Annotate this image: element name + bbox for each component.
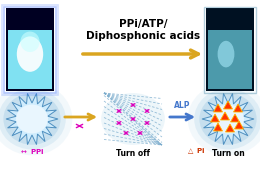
- Text: Diphosphonic acids: Diphosphonic acids: [86, 31, 200, 41]
- Polygon shape: [213, 104, 223, 112]
- Text: $\leftrightarrow$ PPi: $\leftrightarrow$ PPi: [20, 146, 45, 156]
- Ellipse shape: [188, 83, 260, 155]
- Ellipse shape: [20, 32, 40, 52]
- Ellipse shape: [0, 89, 66, 149]
- Ellipse shape: [218, 41, 235, 67]
- Bar: [206, 8, 254, 16]
- Polygon shape: [213, 123, 223, 131]
- FancyBboxPatch shape: [8, 30, 52, 89]
- Ellipse shape: [17, 36, 43, 72]
- Text: Turn off: Turn off: [116, 149, 150, 157]
- Ellipse shape: [194, 89, 260, 149]
- Polygon shape: [225, 124, 235, 132]
- Polygon shape: [233, 104, 243, 112]
- Ellipse shape: [101, 93, 165, 145]
- FancyBboxPatch shape: [208, 30, 252, 89]
- Polygon shape: [211, 114, 219, 122]
- FancyBboxPatch shape: [206, 9, 254, 91]
- Ellipse shape: [212, 105, 244, 133]
- Polygon shape: [6, 93, 58, 145]
- Text: Turn on: Turn on: [212, 149, 244, 157]
- Ellipse shape: [3, 93, 61, 145]
- Bar: [6, 8, 54, 16]
- Text: PPi/ATP/: PPi/ATP/: [119, 19, 167, 29]
- Polygon shape: [224, 101, 232, 109]
- Polygon shape: [202, 93, 254, 145]
- Ellipse shape: [0, 83, 72, 155]
- Text: $\triangle$ Pi: $\triangle$ Pi: [186, 146, 206, 156]
- Polygon shape: [231, 114, 239, 122]
- Polygon shape: [220, 112, 230, 120]
- Polygon shape: [235, 121, 244, 129]
- FancyBboxPatch shape: [6, 9, 54, 91]
- Ellipse shape: [16, 105, 48, 133]
- Ellipse shape: [199, 93, 257, 145]
- Text: ALP: ALP: [174, 101, 190, 110]
